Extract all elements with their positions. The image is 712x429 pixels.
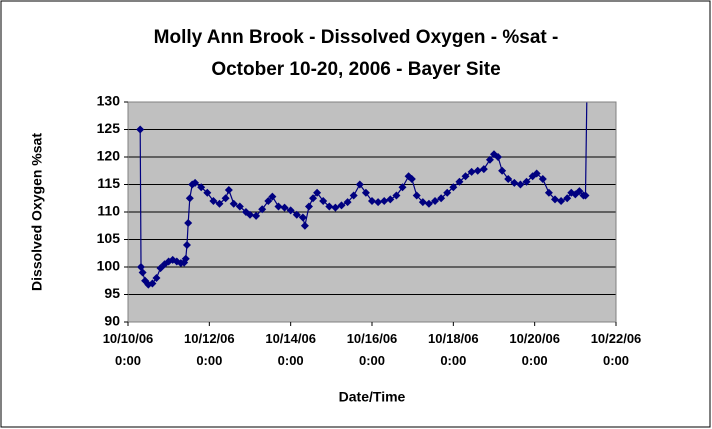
data-point (467, 167, 476, 176)
data-point (557, 197, 566, 205)
data-point (443, 188, 452, 197)
data-point (494, 153, 503, 161)
data-point (498, 166, 507, 175)
data-point (437, 194, 446, 203)
x-tick-label: 10/10/06 0:00 (102, 331, 154, 368)
data-point (235, 202, 244, 211)
data-point (581, 191, 590, 200)
data-point (355, 180, 364, 189)
data-point (274, 202, 283, 211)
data-point (407, 175, 416, 183)
data-point (313, 188, 322, 197)
data-point (575, 187, 584, 196)
x-tick-label: 10/16/06 0:00 (346, 331, 398, 368)
data-point (197, 183, 206, 192)
data-point (337, 201, 346, 210)
data-point (203, 188, 212, 197)
y-tick-label: 130 (97, 93, 121, 109)
data-point (331, 203, 340, 212)
y-tick-label: 90 (104, 313, 120, 329)
data-point (280, 203, 289, 212)
y-tick-label: 100 (97, 258, 121, 274)
data-point (224, 186, 233, 194)
data-point (185, 194, 194, 203)
data-point (398, 183, 407, 192)
data-point (191, 178, 200, 187)
data-point (304, 202, 313, 211)
chart-title: October 10-20, 2006 - Bayer Site (211, 59, 500, 80)
data-point (298, 213, 307, 222)
data-point (319, 197, 328, 205)
y-tick-label: 110 (97, 203, 120, 219)
y-tick-label: 95 (104, 285, 120, 301)
data-point (544, 188, 553, 197)
y-axis-label: Dissolved Oxygen %sat (29, 133, 45, 291)
data-point (286, 206, 295, 215)
data-point (538, 175, 547, 183)
data-point (325, 202, 334, 211)
y-tick-label: 115 (97, 175, 120, 191)
y-tick-label: 125 (97, 120, 121, 136)
data-point (349, 191, 358, 200)
data-point (221, 194, 230, 203)
data-point (268, 192, 277, 201)
data-point (374, 198, 383, 207)
data-point (392, 191, 401, 200)
data-point (510, 178, 519, 187)
x-axis-label: Date/Time (339, 389, 406, 405)
data-point (455, 177, 464, 186)
data-point (485, 155, 494, 164)
data-point (386, 195, 395, 204)
data-point (246, 210, 254, 219)
data-point (264, 197, 273, 205)
data-point (309, 194, 318, 203)
data-point (138, 268, 147, 277)
data-point (532, 169, 541, 178)
y-tick-label: 120 (97, 148, 121, 164)
data-point (522, 177, 531, 186)
x-tick-label: 10/20/06 0:00 (509, 331, 560, 368)
data-point (181, 254, 190, 263)
y-tick-label: 105 (97, 230, 121, 246)
data-point (461, 172, 470, 181)
data-point (504, 175, 513, 183)
data-point (292, 210, 301, 219)
data-point (148, 279, 157, 288)
data-point (229, 199, 238, 208)
data-point (380, 197, 389, 205)
data-point (184, 219, 193, 227)
data-point (412, 191, 421, 200)
x-tick-label: 10/22/06 0:00 (590, 331, 642, 368)
data-point (300, 221, 309, 230)
data-point (361, 188, 370, 197)
data-point (182, 241, 191, 249)
data-point (258, 205, 267, 214)
data-point (136, 125, 145, 134)
data-point (479, 165, 488, 174)
data-point (252, 211, 261, 220)
data-point (449, 183, 458, 192)
data-point (424, 199, 433, 208)
data-point (215, 199, 224, 208)
x-tick-label: 10/12/06 0:00 (184, 331, 235, 368)
data-point (152, 274, 161, 282)
data-point (431, 197, 440, 205)
data-point (368, 197, 376, 205)
data-point (551, 195, 559, 204)
data-point (418, 198, 427, 207)
x-tick-label: 10/18/06 0:00 (428, 331, 479, 368)
data-point (343, 198, 352, 207)
chart-title: Molly Ann Brook - Dissolved Oxygen - %sa… (154, 27, 559, 48)
data-point (473, 166, 482, 175)
x-tick-label: 10/14/06 0:00 (265, 331, 316, 368)
data-point (209, 197, 218, 205)
data-point (516, 180, 525, 189)
data-point (563, 194, 572, 203)
